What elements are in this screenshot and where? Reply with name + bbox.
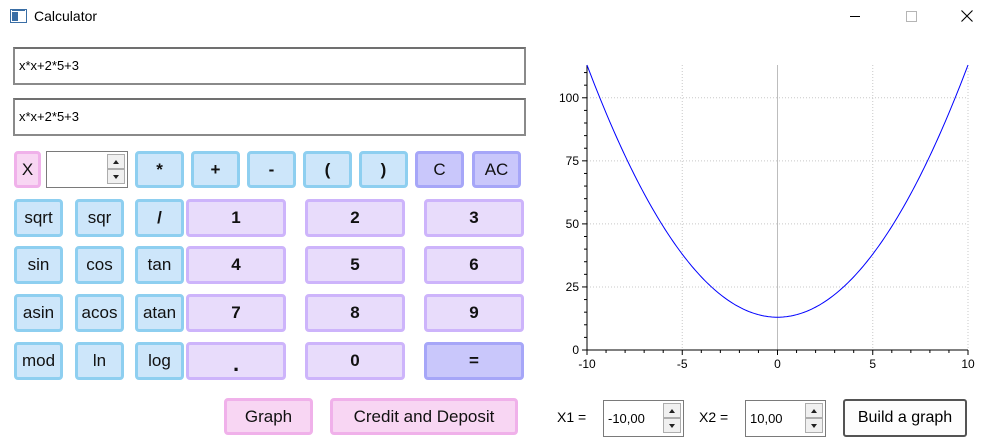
close-icon — [961, 10, 973, 22]
tan-button[interactable]: tan — [135, 246, 184, 284]
arrow-down-icon — [811, 423, 817, 428]
x-tick-label: 0 — [774, 357, 781, 371]
sqrt-button[interactable]: sqrt — [14, 199, 63, 237]
x1-spin-up-button[interactable] — [663, 403, 681, 418]
arrow-down-icon — [669, 423, 675, 428]
x-tick-label: 5 — [869, 357, 876, 371]
decimal-point-button[interactable]: . — [186, 342, 286, 380]
mod-button[interactable]: mod — [14, 342, 63, 380]
divide-button[interactable]: / — [135, 199, 184, 237]
x2-value: 10,00 — [750, 411, 783, 426]
x-value-spinbox[interactable] — [46, 151, 128, 188]
sin-button[interactable]: sin — [14, 246, 63, 284]
x-variable-button[interactable]: X — [14, 151, 41, 188]
x1-spinbox[interactable]: -10,00 — [603, 400, 684, 437]
digit-4-button[interactable]: 4 — [186, 246, 286, 284]
credit-deposit-button[interactable]: Credit and Deposit — [330, 398, 518, 435]
build-graph-button[interactable]: Build a graph — [843, 399, 967, 437]
x-tick-label: -5 — [677, 357, 688, 371]
open-paren-button[interactable]: ( — [303, 151, 352, 188]
maximize-button[interactable] — [888, 0, 934, 32]
arrow-up-icon — [669, 408, 675, 413]
digit-1-button[interactable]: 1 — [186, 199, 286, 237]
equals-button[interactable]: = — [424, 342, 524, 380]
x-tick-label: 10 — [961, 357, 975, 371]
arrow-up-icon — [113, 159, 119, 164]
chart-grid — [587, 65, 969, 350]
title-bar — [0, 0, 1001, 32]
cos-button[interactable]: cos — [75, 246, 124, 284]
expression-input[interactable]: x*x+2*5+3 — [13, 47, 526, 85]
digit-3-button[interactable]: 3 — [424, 199, 524, 237]
x2-spin-up-button[interactable] — [805, 403, 823, 418]
digit-2-button[interactable]: 2 — [305, 199, 405, 237]
maximize-icon — [905, 10, 917, 22]
window-title: Calculator — [34, 8, 98, 24]
y-tick-label: 100 — [559, 91, 579, 105]
y-tick-label: 0 — [572, 343, 579, 357]
minus-button[interactable]: - — [247, 151, 296, 188]
ln-button[interactable]: ln — [75, 342, 124, 380]
clear-button[interactable]: C — [415, 151, 464, 188]
digit-8-button[interactable]: 8 — [305, 294, 405, 332]
x1-spin-down-button[interactable] — [663, 418, 681, 433]
y-tick-label: 50 — [566, 217, 580, 231]
minimize-icon — [850, 15, 860, 17]
digit-0-button[interactable]: 0 — [305, 342, 405, 380]
digit-7-button[interactable]: 7 — [186, 294, 286, 332]
log-button[interactable]: log — [135, 342, 184, 380]
graph-button[interactable]: Graph — [224, 398, 313, 435]
all-clear-button[interactable]: AC — [472, 151, 521, 188]
x2-label: X2 = — [699, 409, 729, 425]
minimize-button[interactable] — [832, 0, 878, 32]
multiply-button[interactable]: * — [135, 151, 184, 188]
digit-6-button[interactable]: 6 — [424, 246, 524, 284]
x-spin-up-button[interactable] — [107, 154, 125, 169]
x2-spinbox[interactable]: 10,00 — [745, 400, 826, 437]
arrow-down-icon — [113, 174, 119, 179]
plus-button[interactable]: + — [191, 151, 240, 188]
digit-5-button[interactable]: 5 — [305, 246, 405, 284]
close-paren-button[interactable]: ) — [359, 151, 408, 188]
acos-button[interactable]: acos — [75, 294, 124, 332]
asin-button[interactable]: asin — [14, 294, 63, 332]
atan-button[interactable]: atan — [135, 294, 184, 332]
y-tick-label: 75 — [566, 154, 580, 168]
x1-label: X1 = — [557, 409, 587, 425]
arrow-up-icon — [811, 408, 817, 413]
result-display[interactable]: x*x+2*5+3 — [13, 98, 526, 136]
y-tick-label: 25 — [566, 280, 580, 294]
sqr-button[interactable]: sqr — [75, 199, 124, 237]
close-button[interactable] — [944, 0, 990, 32]
x1-value: -10,00 — [608, 411, 645, 426]
x2-spin-down-button[interactable] — [805, 418, 823, 433]
function-curve — [586, 64, 969, 318]
digit-9-button[interactable]: 9 — [424, 294, 524, 332]
chart-curve-group — [586, 64, 969, 318]
x-spin-down-button[interactable] — [107, 169, 125, 184]
app-icon — [10, 9, 27, 23]
x-tick-label: -10 — [578, 357, 596, 371]
